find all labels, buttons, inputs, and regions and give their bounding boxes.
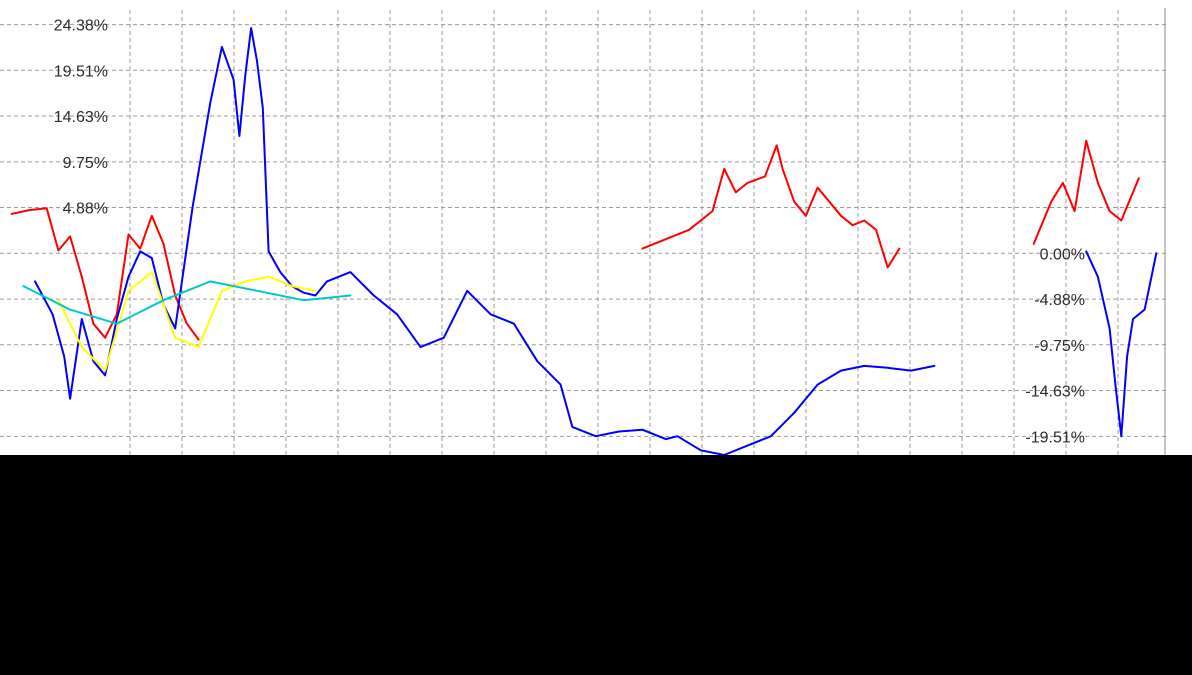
y-tick-label-lower-0: 0.00%	[1040, 246, 1085, 263]
y-tick-label-lower-4: -19.51%	[1025, 429, 1085, 446]
series-line-2	[57, 271, 317, 372]
y-tick-label-upper-4: 4.88%	[63, 201, 108, 218]
y-tick-label-upper-1: 19.51%	[54, 63, 108, 80]
black-band	[0, 455, 1192, 675]
grid-lines	[0, 8, 1168, 455]
series-line-4	[641, 144, 901, 269]
y-tick-label-upper-2: 14.63%	[54, 109, 108, 126]
series-line-3	[22, 280, 352, 325]
series-line-6	[1085, 250, 1158, 438]
y-tick-label-lower-2: -9.75%	[1034, 338, 1085, 355]
y-tick-label-lower-3: -14.63%	[1025, 384, 1085, 401]
axis-labels: 24.38% 19.51% 14.63% 9.75% 4.88% 0.00% -4.88% -…	[54, 18, 1085, 447]
y-tick-label-upper-3: 9.75%	[63, 155, 108, 172]
y-tick-label-upper-0: 24.38%	[54, 18, 108, 35]
series-line-5	[1032, 139, 1140, 245]
series-line-0	[10, 207, 200, 341]
plot-background	[0, 0, 1192, 455]
y-tick-label-lower-1: -4.88%	[1034, 292, 1085, 309]
